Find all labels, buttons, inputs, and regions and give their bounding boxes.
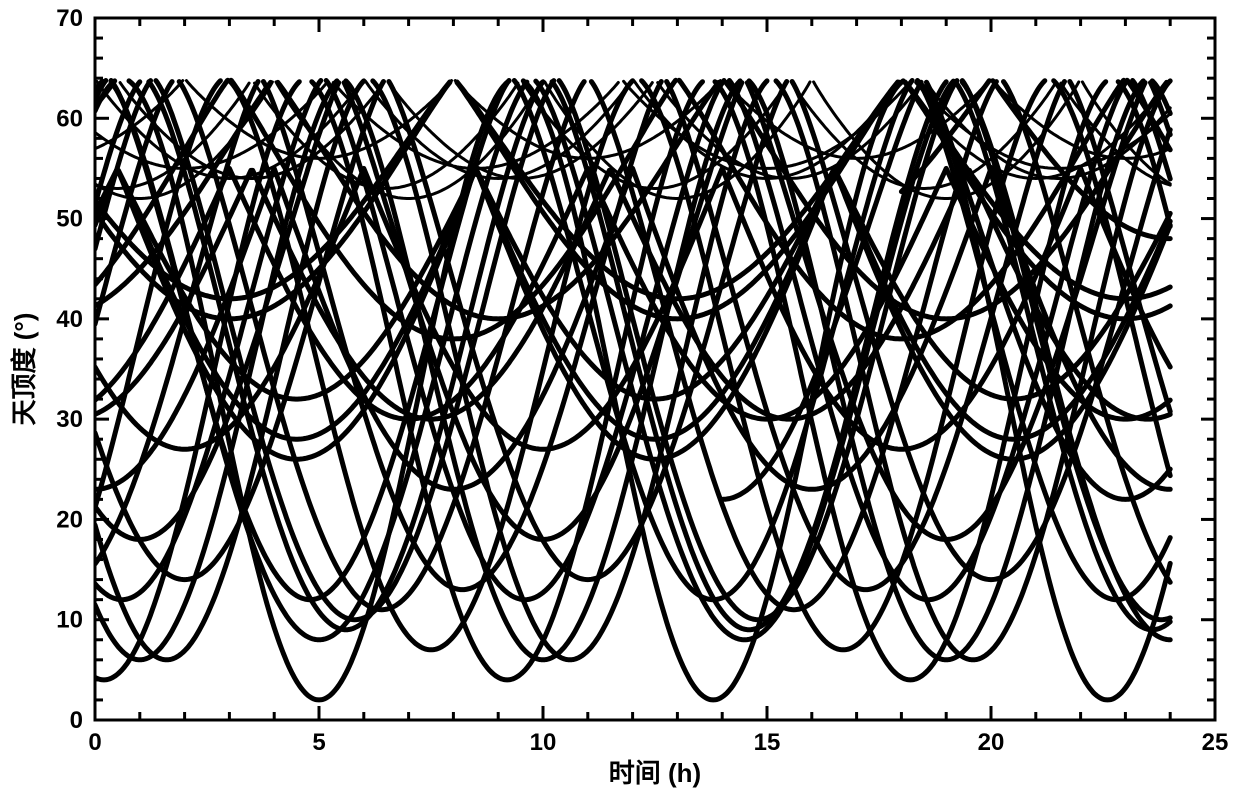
svg-text:0: 0	[88, 729, 101, 756]
svg-text:20: 20	[56, 506, 83, 533]
series-group	[95, 80, 1170, 700]
svg-text:25: 25	[1202, 729, 1229, 756]
svg-text:0: 0	[70, 707, 83, 734]
svg-text:60: 60	[56, 105, 83, 132]
svg-text:10: 10	[56, 607, 83, 634]
svg-text:70: 70	[56, 5, 83, 32]
svg-text:10: 10	[530, 729, 557, 756]
svg-text:15: 15	[754, 729, 781, 756]
svg-text:40: 40	[56, 306, 83, 333]
svg-text:50: 50	[56, 206, 83, 233]
svg-text:20: 20	[978, 729, 1005, 756]
svg-text:5: 5	[312, 729, 325, 756]
zenith-vs-time-chart: 0 5 10 15 20 25 0 10 20 30 40 50 60 70 时间 (h) 天顶度 (°)	[0, 0, 1240, 793]
y-axis-label: 天顶度 (°)	[9, 313, 39, 426]
svg-text:30: 30	[56, 406, 83, 433]
x-axis-label: 时间 (h)	[609, 758, 701, 788]
